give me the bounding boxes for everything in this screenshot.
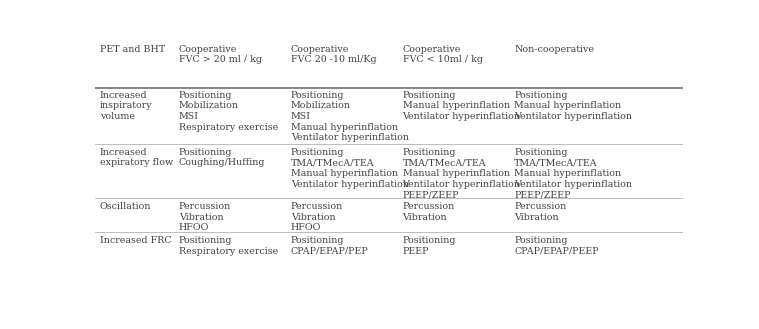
Text: Cooperative: Cooperative: [179, 44, 238, 54]
Text: Non-cooperative: Non-cooperative: [515, 44, 594, 54]
Text: TMA/TMecA/TEA: TMA/TMecA/TEA: [291, 158, 374, 167]
Text: Percussion: Percussion: [402, 202, 455, 211]
Text: expiratory flow: expiratory flow: [99, 158, 173, 167]
Text: PET and BHT: PET and BHT: [99, 44, 165, 54]
Text: Vibration: Vibration: [179, 213, 224, 222]
Text: Manual hyperinflation: Manual hyperinflation: [402, 169, 509, 178]
Text: Positioning: Positioning: [402, 91, 456, 100]
Text: Positioning: Positioning: [291, 236, 345, 245]
Text: Positioning: Positioning: [179, 91, 232, 100]
Text: Respiratory exercise: Respiratory exercise: [179, 247, 279, 256]
Text: Manual hyperinflation: Manual hyperinflation: [291, 123, 398, 132]
Text: CPAP/EPAP/PEP: CPAP/EPAP/PEP: [291, 247, 369, 256]
Text: Percussion: Percussion: [515, 202, 566, 211]
Text: MSI: MSI: [179, 112, 199, 121]
Text: Positioning: Positioning: [291, 148, 345, 157]
Text: Positioning: Positioning: [179, 236, 232, 245]
Text: Positioning: Positioning: [179, 148, 232, 157]
Text: HFOO: HFOO: [179, 223, 209, 232]
Text: inspiratory: inspiratory: [99, 101, 153, 110]
Text: Vibration: Vibration: [515, 213, 559, 222]
Text: PEEP/ZEEP: PEEP/ZEEP: [515, 190, 571, 199]
Text: HFOO: HFOO: [291, 223, 321, 232]
Text: Increased: Increased: [99, 91, 147, 100]
Text: Ventilator hyperinflation: Ventilator hyperinflation: [402, 112, 521, 121]
Text: Ventilator hyperinflation: Ventilator hyperinflation: [515, 112, 632, 121]
Text: TMA/TMecA/TEA: TMA/TMecA/TEA: [515, 158, 598, 167]
Text: Increased: Increased: [99, 148, 147, 157]
Text: Manual hyperinflation: Manual hyperinflation: [515, 169, 622, 178]
Text: MSI: MSI: [291, 112, 310, 121]
Text: Vibration: Vibration: [402, 213, 447, 222]
Text: FVC < 10ml / kg: FVC < 10ml / kg: [402, 55, 483, 64]
Text: FVC 20 -10 ml/Kg: FVC 20 -10 ml/Kg: [291, 55, 376, 64]
Text: Percussion: Percussion: [291, 202, 343, 211]
Text: volume: volume: [99, 112, 134, 121]
Text: Respiratory exercise: Respiratory exercise: [179, 123, 279, 132]
Text: Cooperative: Cooperative: [291, 44, 349, 54]
Text: Positioning: Positioning: [515, 148, 568, 157]
Text: Increased FRC: Increased FRC: [99, 236, 172, 245]
Text: Ventilator hyperinflation: Ventilator hyperinflation: [402, 180, 521, 189]
Text: Vibration: Vibration: [291, 213, 335, 222]
Text: TMA/TMecA/TEA: TMA/TMecA/TEA: [402, 158, 487, 167]
Text: Cooperative: Cooperative: [402, 44, 461, 54]
Text: PEEP: PEEP: [402, 247, 429, 256]
Text: PEEP/ZEEP: PEEP/ZEEP: [402, 190, 459, 199]
Text: Positioning: Positioning: [402, 236, 456, 245]
Text: Ventilator hyperinflation: Ventilator hyperinflation: [291, 180, 409, 189]
Text: Positioning: Positioning: [402, 148, 456, 157]
Text: Mobilization: Mobilization: [179, 101, 239, 110]
Text: Percussion: Percussion: [179, 202, 231, 211]
Text: CPAP/EPAP/PEEP: CPAP/EPAP/PEEP: [515, 247, 599, 256]
Text: FVC > 20 ml / kg: FVC > 20 ml / kg: [179, 55, 262, 64]
Text: Manual hyperinflation: Manual hyperinflation: [291, 169, 398, 178]
Text: Manual hyperinflation: Manual hyperinflation: [402, 101, 509, 110]
Text: Ventilator hyperinflation: Ventilator hyperinflation: [291, 133, 409, 142]
Text: Oscillation: Oscillation: [99, 202, 151, 211]
Text: Positioning: Positioning: [291, 91, 345, 100]
Text: Manual hyperinflation: Manual hyperinflation: [515, 101, 622, 110]
Text: Mobilization: Mobilization: [291, 101, 351, 110]
Text: Coughing/Huffing: Coughing/Huffing: [179, 158, 266, 167]
Text: Positioning: Positioning: [515, 236, 568, 245]
Text: Positioning: Positioning: [515, 91, 568, 100]
Text: Ventilator hyperinflation: Ventilator hyperinflation: [515, 180, 632, 189]
